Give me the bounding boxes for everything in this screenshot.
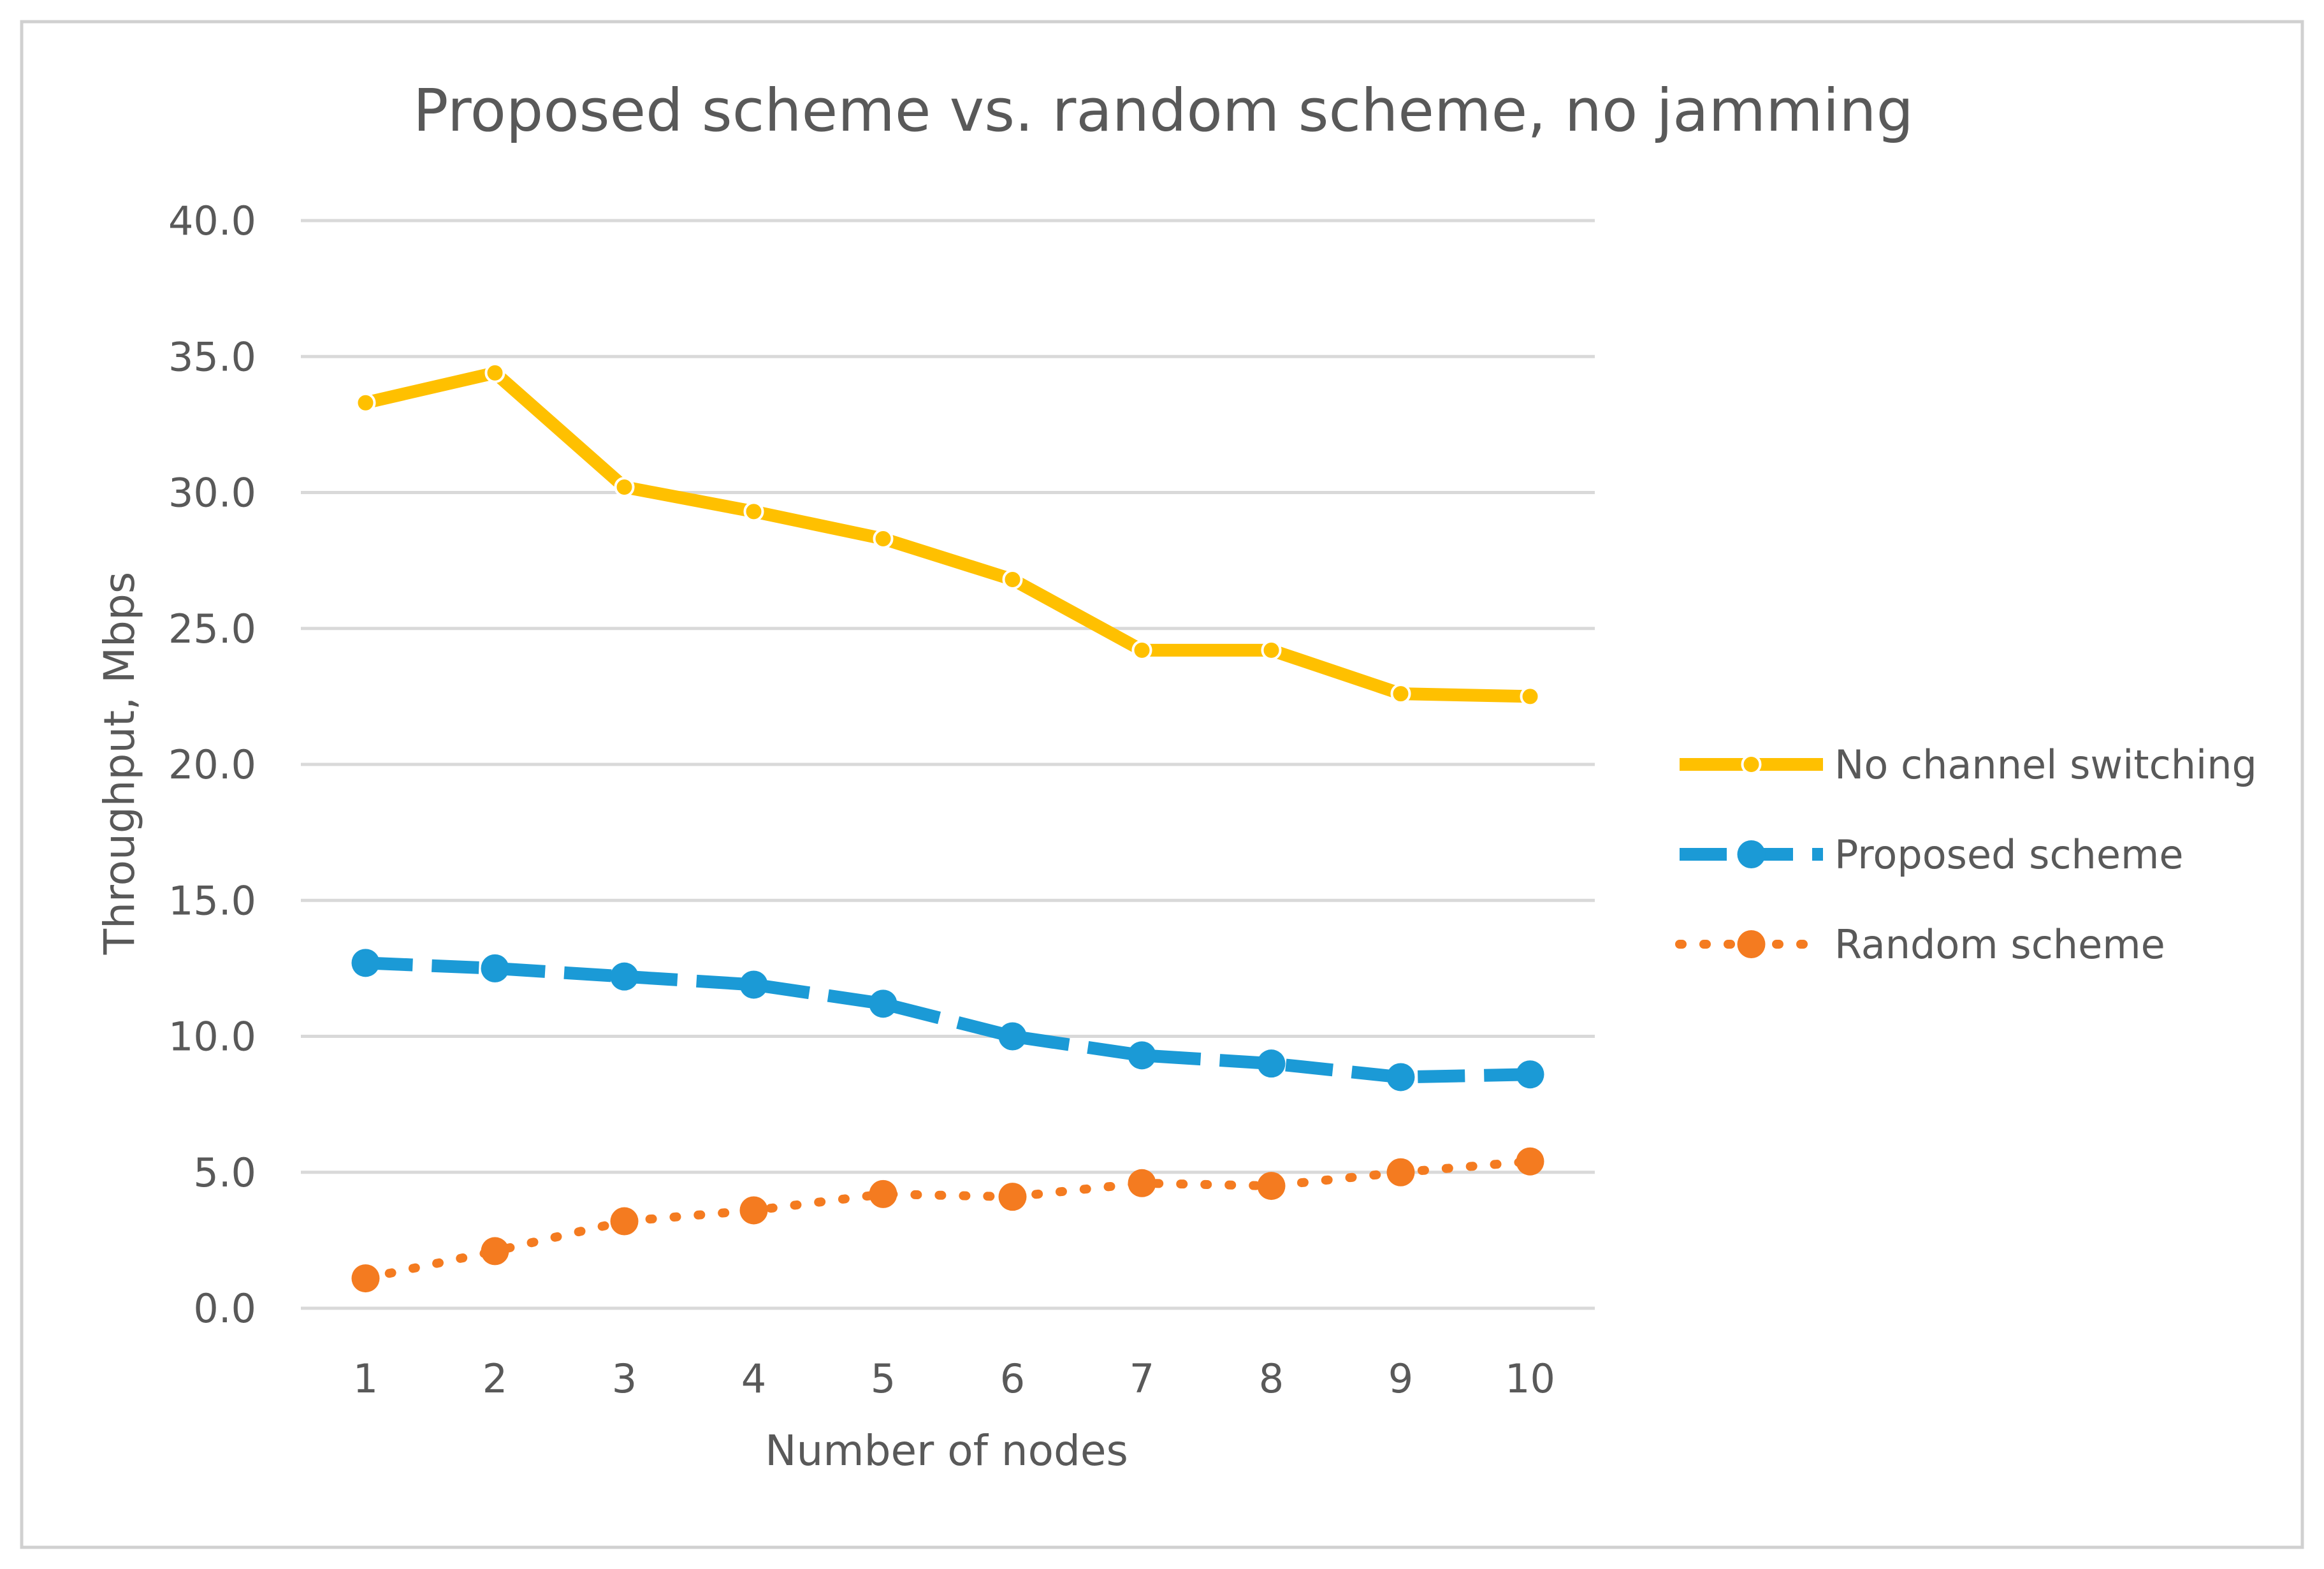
legend-item: Proposed scheme — [1680, 831, 2184, 878]
data-point — [481, 1237, 509, 1266]
x-tick-label: 7 — [1129, 1355, 1154, 1402]
data-series — [351, 362, 1544, 1293]
data-point — [1128, 1169, 1156, 1197]
data-point — [1386, 1158, 1415, 1186]
data-point — [351, 949, 380, 977]
data-point — [610, 1207, 639, 1236]
data-point — [481, 954, 509, 982]
data-point — [1516, 1060, 1544, 1089]
y-axis-tick-labels: 0.0 5.0 10.0 15.0 20.0 25.0 30.0 35.0 40.0 — [168, 198, 256, 1332]
series-line — [361, 1157, 1535, 1283]
y-tick-label: 0.0 — [193, 1285, 256, 1332]
x-tick-label: 1 — [353, 1355, 378, 1402]
data-point — [484, 362, 505, 383]
series-line — [364, 366, 1530, 703]
x-tick-label: 10 — [1505, 1355, 1555, 1402]
data-point — [1131, 639, 1152, 660]
gridlines — [301, 219, 1595, 1310]
data-point — [355, 392, 376, 413]
data-point — [739, 970, 768, 999]
y-tick-label: 25.0 — [168, 606, 256, 652]
legend-label: No channel switching — [1834, 741, 2257, 788]
data-point — [873, 529, 894, 550]
legend-label: Random scheme — [1834, 921, 2165, 968]
legend-marker-swatch — [1741, 754, 1762, 775]
x-tick-label: 3 — [612, 1355, 637, 1402]
data-point — [998, 1183, 1027, 1211]
data-point — [998, 1022, 1027, 1051]
legend-marker-swatch — [1737, 930, 1766, 958]
data-point — [869, 1179, 897, 1208]
series-proposed-scheme — [351, 949, 1544, 1091]
y-tick-label: 40.0 — [168, 198, 256, 244]
y-axis-title: Throughput, Mbps — [95, 572, 144, 955]
chart-title: Proposed scheme vs. random scheme, no ja… — [413, 77, 1914, 145]
x-tick-label: 4 — [741, 1355, 766, 1402]
series-random-scheme — [351, 1147, 1544, 1293]
data-point — [1386, 1063, 1415, 1091]
legend-marker-swatch — [1737, 840, 1766, 868]
legend-item: No channel switching — [1680, 741, 2257, 788]
y-tick-label: 5.0 — [193, 1149, 256, 1196]
data-point — [1002, 569, 1023, 590]
y-tick-label: 30.0 — [168, 470, 256, 516]
x-tick-label: 9 — [1388, 1355, 1413, 1402]
data-point — [1257, 1172, 1286, 1200]
series-no-channel-switching — [355, 362, 1541, 707]
data-point — [1516, 1147, 1544, 1176]
y-tick-label: 15.0 — [168, 877, 256, 924]
legend: No channel switching Proposed scheme Rando… — [1675, 741, 2257, 968]
x-tick-label: 5 — [871, 1355, 896, 1402]
data-point — [739, 1196, 768, 1225]
legend-item: Random scheme — [1675, 921, 2165, 968]
data-point — [351, 1264, 380, 1293]
data-point — [1390, 683, 1411, 704]
x-axis-tick-labels: 1 2 3 4 5 6 7 8 9 10 — [353, 1355, 1555, 1402]
data-point — [869, 989, 897, 1018]
data-point — [1128, 1041, 1156, 1070]
x-tick-label: 8 — [1259, 1355, 1284, 1402]
data-point — [1520, 686, 1541, 707]
x-axis-title: Number of nodes — [765, 1426, 1128, 1475]
data-point — [614, 476, 635, 497]
y-tick-label: 20.0 — [168, 741, 256, 788]
x-tick-label: 2 — [483, 1355, 507, 1402]
chart-border — [20, 20, 2304, 1549]
y-tick-label: 10.0 — [168, 1014, 256, 1060]
x-tick-label: 6 — [1000, 1355, 1025, 1402]
y-tick-label: 35.0 — [168, 333, 256, 380]
data-point — [743, 501, 764, 522]
legend-label: Proposed scheme — [1834, 831, 2184, 878]
data-point — [1257, 1049, 1286, 1078]
data-point — [1261, 639, 1282, 660]
data-point — [610, 962, 639, 991]
